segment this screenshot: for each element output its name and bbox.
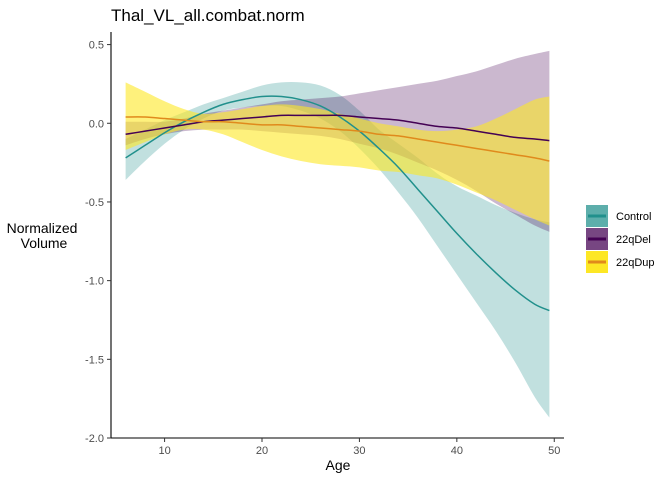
x-tick-label: 20 <box>256 445 268 457</box>
band-control <box>125 81 550 418</box>
y-tick-label: -1.0 <box>85 276 104 288</box>
y-tick-label: 0.0 <box>89 118 104 130</box>
y-tick-label: -0.5 <box>85 197 104 209</box>
legend-label: 22qDel <box>616 234 651 246</box>
legend-label: 22qDup <box>616 257 655 269</box>
x-axis-ticks: 10 20 30 40 50 <box>158 438 560 457</box>
x-axis-title: Age <box>326 457 351 473</box>
x-tick-label: 10 <box>158 445 170 457</box>
line-control <box>125 95 550 312</box>
line-22qdel <box>125 114 550 142</box>
band-22qdup <box>125 82 550 226</box>
y-axis-title-line-2: Volume <box>21 235 68 251</box>
y-tick-label: -2.0 <box>85 433 104 445</box>
fit-lines <box>125 95 550 312</box>
x-tick-label: 50 <box>548 445 560 457</box>
y-axis-title-line-1: Normalized <box>7 220 78 236</box>
line-22qdup <box>125 116 550 162</box>
legend-item-control: Control <box>586 205 651 227</box>
y-tick-label: -1.5 <box>85 354 104 366</box>
x-tick-label: 40 <box>451 445 463 457</box>
legend-label: Control <box>616 211 651 223</box>
chart-title: Thal_VL_all.combat.norm <box>111 6 305 25</box>
confidence-bands <box>125 50 550 418</box>
legend-item-22qdel: 22qDel <box>586 228 651 250</box>
y-axis-ticks: 0.5 0.0 -0.5 -1.0 -1.5 -2.0 <box>85 40 111 445</box>
y-tick-label: 0.5 <box>89 40 104 52</box>
legend-item-22qdup: 22qDup <box>586 251 655 273</box>
legend: Control 22qDel 22qDup <box>586 205 655 273</box>
y-axis-title: Normalized Volume <box>7 220 82 251</box>
band-22qdel <box>125 50 550 232</box>
x-tick-label: 30 <box>353 445 365 457</box>
